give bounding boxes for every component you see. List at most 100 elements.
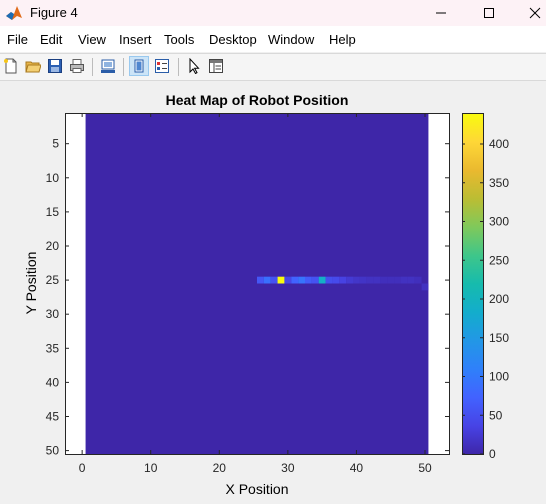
heatmap-cell — [339, 276, 347, 284]
printer-icon — [70, 59, 84, 73]
minimize-button[interactable] — [418, 0, 464, 26]
heatmap-cell — [366, 276, 374, 284]
open-property-inspector-button[interactable] — [206, 56, 226, 76]
insert-legend-button[interactable] — [152, 56, 172, 76]
chart-title: Heat Map of Robot Position — [166, 92, 349, 108]
y-tick-label: 5 — [52, 137, 59, 151]
colorbar-tick-label: 50 — [489, 408, 503, 422]
heatmap-cell — [394, 276, 401, 284]
save-icon — [48, 59, 62, 73]
menu-bar: File Edit View Insert Tools Desktop Wind… — [0, 26, 546, 52]
property-inspector-icon — [209, 59, 223, 73]
colorbar[interactable] — [462, 113, 484, 455]
colorbar-tick-label: 350 — [489, 176, 509, 190]
heatmap-chart[interactable]: Heat Map of Robot Position 0 10 20 30 40 50 5… — [0, 81, 546, 499]
toolbar-separator — [123, 58, 124, 76]
heatmap-cell — [346, 276, 353, 284]
heatmap-cell — [291, 276, 299, 284]
y-tick-label: 30 — [46, 307, 60, 321]
figure-canvas: Heat Map of Robot Position 0 10 20 30 40 50 5… — [0, 81, 546, 499]
x-tick-label: 40 — [350, 461, 364, 475]
menu-window[interactable]: Window — [268, 32, 315, 47]
folder-icon — [25, 61, 41, 73]
heatmap-cell — [284, 276, 292, 284]
heatmap-cell — [359, 276, 367, 284]
heatmap-cell — [311, 276, 319, 284]
hide-plot-tools-button[interactable] — [129, 56, 149, 76]
y-tick-label: 40 — [46, 375, 60, 389]
heatmap-cell — [421, 283, 429, 291]
save-button[interactable] — [45, 56, 65, 76]
y-tick-label: 35 — [46, 341, 60, 355]
heatmap-cell — [380, 276, 388, 284]
menu-insert[interactable]: Insert — [119, 32, 152, 47]
colorbar-tick-label: 400 — [489, 137, 509, 151]
colorbar-tick-label: 250 — [489, 253, 509, 267]
maximize-button[interactable] — [466, 0, 512, 26]
window-title: Figure 4 — [30, 5, 78, 20]
new-file-icon — [4, 58, 17, 74]
y-tick-label: 10 — [46, 171, 60, 185]
print-button[interactable] — [67, 56, 87, 76]
colorbar-tick-label: 0 — [489, 447, 496, 461]
colorbar-tick-label: 300 — [489, 215, 509, 229]
heatmap-cell — [373, 276, 381, 284]
menu-tools[interactable]: Tools — [164, 32, 195, 47]
close-button[interactable] — [512, 0, 546, 26]
menu-help[interactable]: Help — [329, 32, 356, 47]
menu-edit[interactable]: Edit — [40, 32, 63, 47]
heatmap-cell — [277, 276, 285, 284]
heatmap-cell — [332, 276, 340, 284]
x-axis-ticks: 0 10 20 30 40 50 — [79, 113, 432, 475]
y-axis-ticks: 5 10 15 20 25 30 35 40 45 50 — [46, 137, 449, 458]
y-tick-label: 20 — [46, 239, 60, 253]
plot-tools-icon — [134, 59, 144, 73]
x-tick-label: 10 — [144, 461, 158, 475]
heatmap-cell — [407, 276, 415, 284]
figure-toolbar — [0, 53, 546, 81]
menu-view[interactable]: View — [78, 32, 106, 47]
close-icon — [529, 7, 541, 19]
menu-desktop[interactable]: Desktop — [209, 32, 257, 47]
x-tick-label: 50 — [418, 461, 432, 475]
open-file-button[interactable] — [23, 56, 43, 76]
heatmap-cell — [270, 276, 278, 284]
heatmap-cell — [401, 276, 408, 284]
y-tick-label: 45 — [46, 409, 60, 423]
maximize-icon — [484, 8, 494, 18]
y-tick-label: 25 — [46, 273, 60, 287]
heatmap-cell — [263, 276, 271, 284]
menu-file[interactable]: File — [7, 32, 28, 47]
y-tick-label: 50 — [46, 444, 60, 458]
axes-frame — [65, 113, 450, 455]
y-tick-label: 15 — [46, 205, 60, 219]
heatmap-cell — [257, 276, 264, 284]
colorbar-tick-label: 150 — [489, 331, 509, 345]
heatmap-cell — [298, 276, 305, 284]
x-tick-label: 20 — [213, 461, 227, 475]
toolbar-separator — [92, 58, 93, 76]
link-plot-icon — [101, 59, 115, 73]
x-tick-label: 30 — [281, 461, 295, 475]
link-plot-button[interactable] — [98, 56, 118, 76]
edit-plot-button[interactable] — [184, 56, 204, 76]
toolbar-separator — [178, 58, 179, 76]
heatmap-cell — [318, 276, 326, 284]
heatmap-cells — [85, 113, 429, 454]
x-tick-label: 0 — [79, 461, 86, 475]
heatmap-cell — [305, 276, 312, 284]
pointer-arrow-icon — [189, 58, 200, 74]
y-axis-label: Y Position — [23, 252, 39, 315]
heatmap-cell — [387, 276, 395, 284]
new-figure-button[interactable] — [1, 56, 21, 76]
x-axis-label: X Position — [225, 481, 288, 497]
colorbar-tick-label: 200 — [489, 292, 509, 306]
colorbar-tick-label: 100 — [489, 370, 509, 384]
heatmap-cell — [414, 276, 422, 284]
legend-icon — [155, 59, 169, 73]
heatmap-cell — [325, 276, 333, 284]
colorbar-ticks: 0 50 100 150 200 250 300 350 400 — [462, 137, 509, 461]
heatmap-cell — [353, 276, 360, 284]
minimize-icon — [436, 12, 446, 14]
title-bar: Figure 4 — [0, 0, 546, 26]
